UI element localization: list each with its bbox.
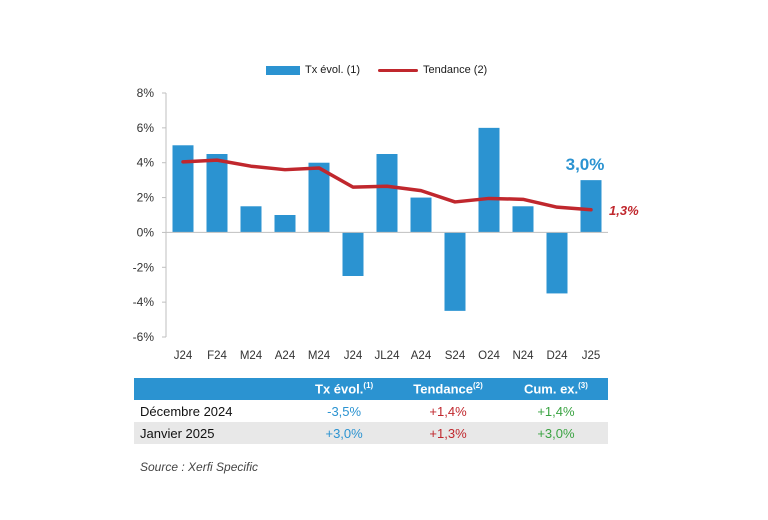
bar bbox=[240, 206, 262, 233]
trend-line bbox=[181, 158, 593, 212]
bar bbox=[580, 180, 602, 233]
table-header-row: Tx évol.(1) Tendance(2) Cum. ex.(3) bbox=[134, 378, 608, 400]
bar bbox=[274, 215, 296, 233]
bar bbox=[478, 127, 500, 233]
bar bbox=[376, 154, 398, 233]
x-tick-label: J24 bbox=[344, 350, 363, 362]
x-tick-label: M24 bbox=[308, 350, 331, 362]
row-label: Janvier 2025 bbox=[134, 422, 296, 444]
x-tick-label: S24 bbox=[445, 350, 466, 362]
cell-tx: +3,0% bbox=[296, 422, 393, 444]
y-tick-label: 6% bbox=[137, 121, 155, 135]
bar bbox=[546, 232, 568, 294]
last-bar-label: 3,0% bbox=[566, 155, 605, 174]
cell-cum: +3,0% bbox=[503, 422, 608, 444]
bar bbox=[410, 197, 432, 233]
x-tick-label: D24 bbox=[546, 350, 568, 362]
bar bbox=[172, 145, 194, 233]
summary-table: Tx évol.(1) Tendance(2) Cum. ex.(3) Déce… bbox=[134, 378, 608, 444]
x-tick-label: F24 bbox=[207, 350, 227, 362]
last-trend-label: 1,3% bbox=[609, 203, 639, 218]
table-row: Janvier 2025 +3,0% +1,3% +3,0% bbox=[134, 422, 608, 444]
x-tick-label: O24 bbox=[478, 350, 500, 362]
table-row: Décembre 2024 -3,5% +1,4% +1,4% bbox=[134, 400, 608, 422]
legend: Tx évol. (1) Tendance (2) bbox=[266, 62, 487, 78]
legend-line-swatch bbox=[378, 68, 419, 72]
bar bbox=[512, 206, 534, 233]
y-tick-label: 2% bbox=[137, 191, 155, 205]
x-tick-label: J25 bbox=[582, 350, 601, 362]
y-tick-label: 4% bbox=[137, 156, 155, 170]
source-note: Source : Xerfi Specific bbox=[140, 460, 259, 474]
x-tick-label: JL24 bbox=[375, 350, 401, 362]
legend-bar-swatch bbox=[266, 65, 300, 75]
legend-line-label: Tendance (2) bbox=[423, 64, 488, 76]
table-header-empty bbox=[134, 378, 296, 400]
bar bbox=[444, 232, 466, 311]
table-header-tx: Tx évol.(1) bbox=[296, 378, 393, 400]
table-header-cum: Cum. ex.(3) bbox=[503, 378, 608, 400]
bar bbox=[342, 232, 364, 276]
x-tick-label: A24 bbox=[411, 350, 432, 362]
y-tick-label: -6% bbox=[133, 330, 155, 344]
bar bbox=[206, 154, 228, 233]
x-tick-label: M24 bbox=[240, 350, 263, 362]
legend-bar-label: Tx évol. (1) bbox=[305, 64, 361, 76]
cell-tendance: +1,3% bbox=[392, 422, 504, 444]
cell-tx: -3,5% bbox=[296, 400, 393, 422]
y-tick-label: -2% bbox=[133, 260, 155, 274]
y-tick-label: 8% bbox=[137, 86, 155, 100]
cell-cum: +1,4% bbox=[503, 400, 608, 422]
chart: 8% 6% 4% 2% 0% -2% -4% -6% J24 F24 M24 A24 M24 J24 JL2… bbox=[133, 86, 639, 362]
cell-tendance: +1,4% bbox=[392, 400, 504, 422]
y-tick-label: -4% bbox=[133, 295, 155, 309]
row-label: Décembre 2024 bbox=[134, 400, 296, 422]
table-header-tendance: Tendance(2) bbox=[392, 378, 504, 400]
y-tick-label: 0% bbox=[137, 225, 155, 239]
x-tick-label: N24 bbox=[512, 350, 534, 362]
x-tick-label: A24 bbox=[275, 350, 296, 362]
bar bbox=[308, 162, 330, 233]
x-tick-label: J24 bbox=[174, 350, 193, 362]
